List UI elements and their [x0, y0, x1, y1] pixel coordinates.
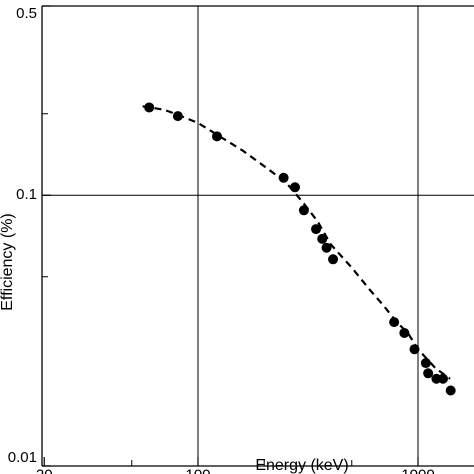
data-point [420, 358, 431, 369]
data-point [298, 205, 309, 216]
data-point [317, 233, 328, 244]
y-tick-label: 0.01 [8, 449, 37, 466]
data-point [290, 182, 300, 193]
data-point [328, 254, 339, 265]
data-point [321, 242, 332, 253]
tick-labels: 20 100 1000 0.01 0.1 0.5 [8, 5, 435, 474]
data-points [144, 102, 456, 396]
data-point [172, 111, 183, 122]
data-point [409, 344, 420, 355]
x-tick-label: 20 [36, 466, 53, 474]
plot-frame [41, 5, 474, 467]
data-point [423, 368, 434, 379]
data-point [278, 172, 289, 183]
data-point [399, 327, 410, 338]
x-axis-label: Energy (keV) [255, 457, 348, 474]
data-point [437, 373, 448, 384]
x-tick-label: 100 [185, 466, 210, 474]
x-tick-label: 1000 [401, 466, 434, 474]
axis-ticks [42, 5, 419, 467]
data-point [211, 131, 222, 142]
data-point [389, 317, 400, 328]
grid-lines [42, 6, 474, 466]
y-axis-label: Efficiency (%) [0, 213, 16, 311]
data-point [144, 102, 155, 113]
y-tick-label: 0.5 [16, 5, 37, 22]
data-point [445, 385, 456, 396]
data-point [311, 224, 322, 235]
y-tick-label: 0.1 [16, 186, 37, 203]
